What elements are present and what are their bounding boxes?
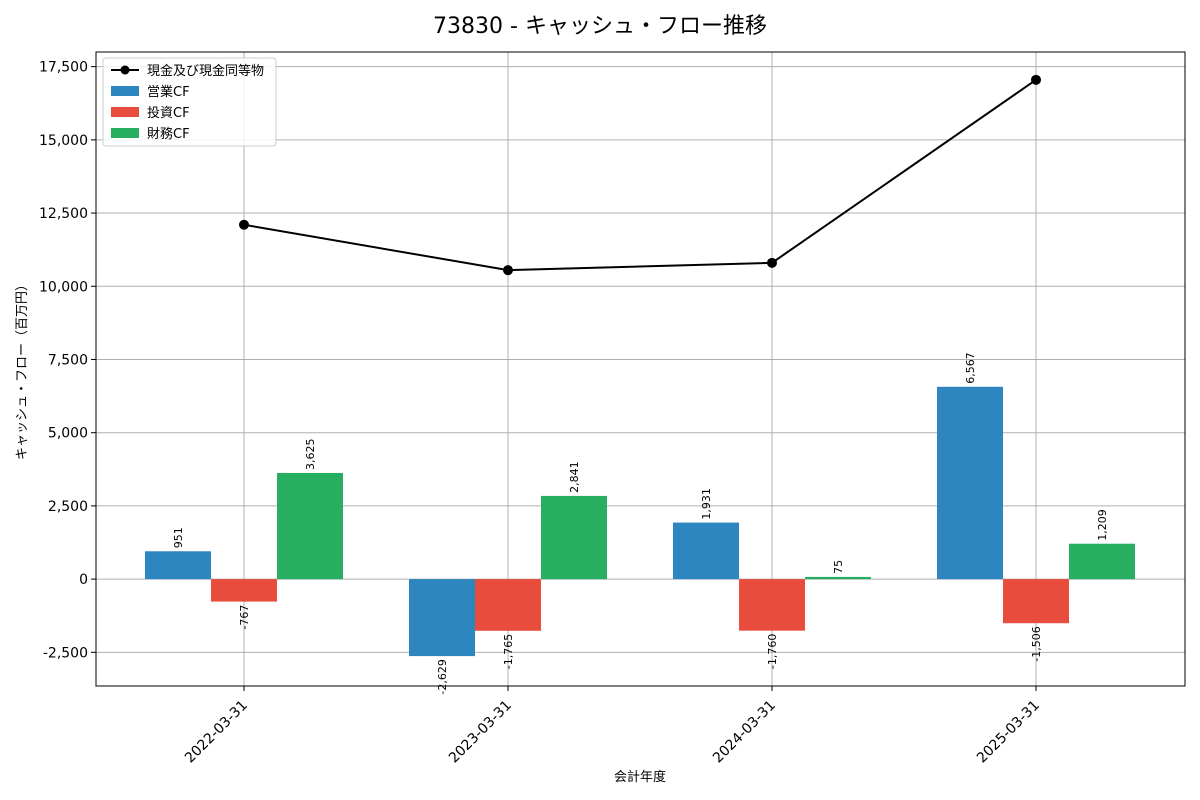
x-tick-label: 2024-03-31 <box>710 698 779 767</box>
y-axis: -2,500 0 2,500 5,000 7,500 10,000 12,500 15,000… <box>39 60 96 661</box>
line-layer <box>239 74 1041 276</box>
cash-line <box>243 78 1037 272</box>
bar-value-label: -1,760 <box>766 634 779 669</box>
chart-title: 73830 - キャッシュ・フロー推移 <box>433 14 767 39</box>
bars-layer <box>145 386 1135 657</box>
y-tick-label: 15,000 <box>39 133 88 149</box>
legend-box <box>102 57 277 147</box>
y-tick-label: -2,500 <box>43 645 88 661</box>
x-tick-label: 2025-03-31 <box>974 698 1043 767</box>
bar-value-label: 3,625 <box>304 438 317 470</box>
bar-value-label: 1,209 <box>1096 509 1109 541</box>
cash-point <box>1031 74 1041 85</box>
legend-label-cash: 現金及び現金同等物 <box>147 63 264 79</box>
bar-value-label: 1,931 <box>700 488 713 520</box>
bar-value-label: -1,506 <box>1030 626 1043 661</box>
x-tick-label: 2023-03-31 <box>446 698 515 767</box>
y-tick-label: 0 <box>79 572 88 588</box>
y-tick-label: 5,000 <box>48 426 88 442</box>
y-tick-label: 10,000 <box>39 279 88 295</box>
bar-value-label: -1,765 <box>502 634 515 669</box>
bar-投資CF <box>211 579 277 602</box>
bar-営業CF <box>937 386 1003 580</box>
y-tick-label: 7,500 <box>48 352 88 368</box>
bar-value-label: 2,841 <box>568 461 581 493</box>
y-tick-label: 17,500 <box>39 60 88 76</box>
y-tick-label: 2,500 <box>48 499 88 515</box>
bar-value-label: 951 <box>172 527 185 548</box>
cash-point <box>503 265 513 276</box>
bar-value-label: -2,629 <box>436 659 449 694</box>
legend-line-marker <box>120 65 130 75</box>
plot-frame <box>95 51 1186 687</box>
legend-label: 営業CF <box>147 84 190 100</box>
legend-swatch <box>111 128 139 138</box>
bar-財務CF <box>277 472 343 580</box>
bar-value-label: -767 <box>238 605 251 630</box>
bar-labels-layer: 951 -2,629 1,931 6,567 -767 -1,765 -1,760 -1,50… <box>172 352 1109 694</box>
bar-投資CF <box>475 579 541 631</box>
bar-投資CF <box>1003 579 1069 624</box>
y-axis-label: キャッシュ・フロー（百万円） <box>15 278 30 460</box>
cash-point <box>239 219 249 230</box>
x-axis: 2022-03-31 2023-03-31 2024-03-31 2025-03-31 <box>182 686 1043 766</box>
legend-swatch <box>111 107 139 117</box>
y-tick-label: 12,500 <box>39 206 88 222</box>
bar-営業CF <box>145 551 211 580</box>
bar-value-label: 6,567 <box>964 352 977 384</box>
legend-label: 投資CF <box>147 105 190 121</box>
bar-投資CF <box>739 579 805 631</box>
bar-財務CF <box>541 495 607 580</box>
cash-point <box>767 257 777 268</box>
bar-営業CF <box>409 579 475 657</box>
legend-swatch <box>111 86 139 96</box>
bar-value-label: 75 <box>832 560 845 574</box>
bar-財務CF <box>805 576 871 580</box>
bar-営業CF <box>673 522 739 580</box>
x-tick-label: 2022-03-31 <box>182 698 251 767</box>
bar-財務CF <box>1069 543 1135 580</box>
legend-label: 財務CF <box>147 127 190 142</box>
x-axis-label: 会計年度 <box>614 769 666 785</box>
